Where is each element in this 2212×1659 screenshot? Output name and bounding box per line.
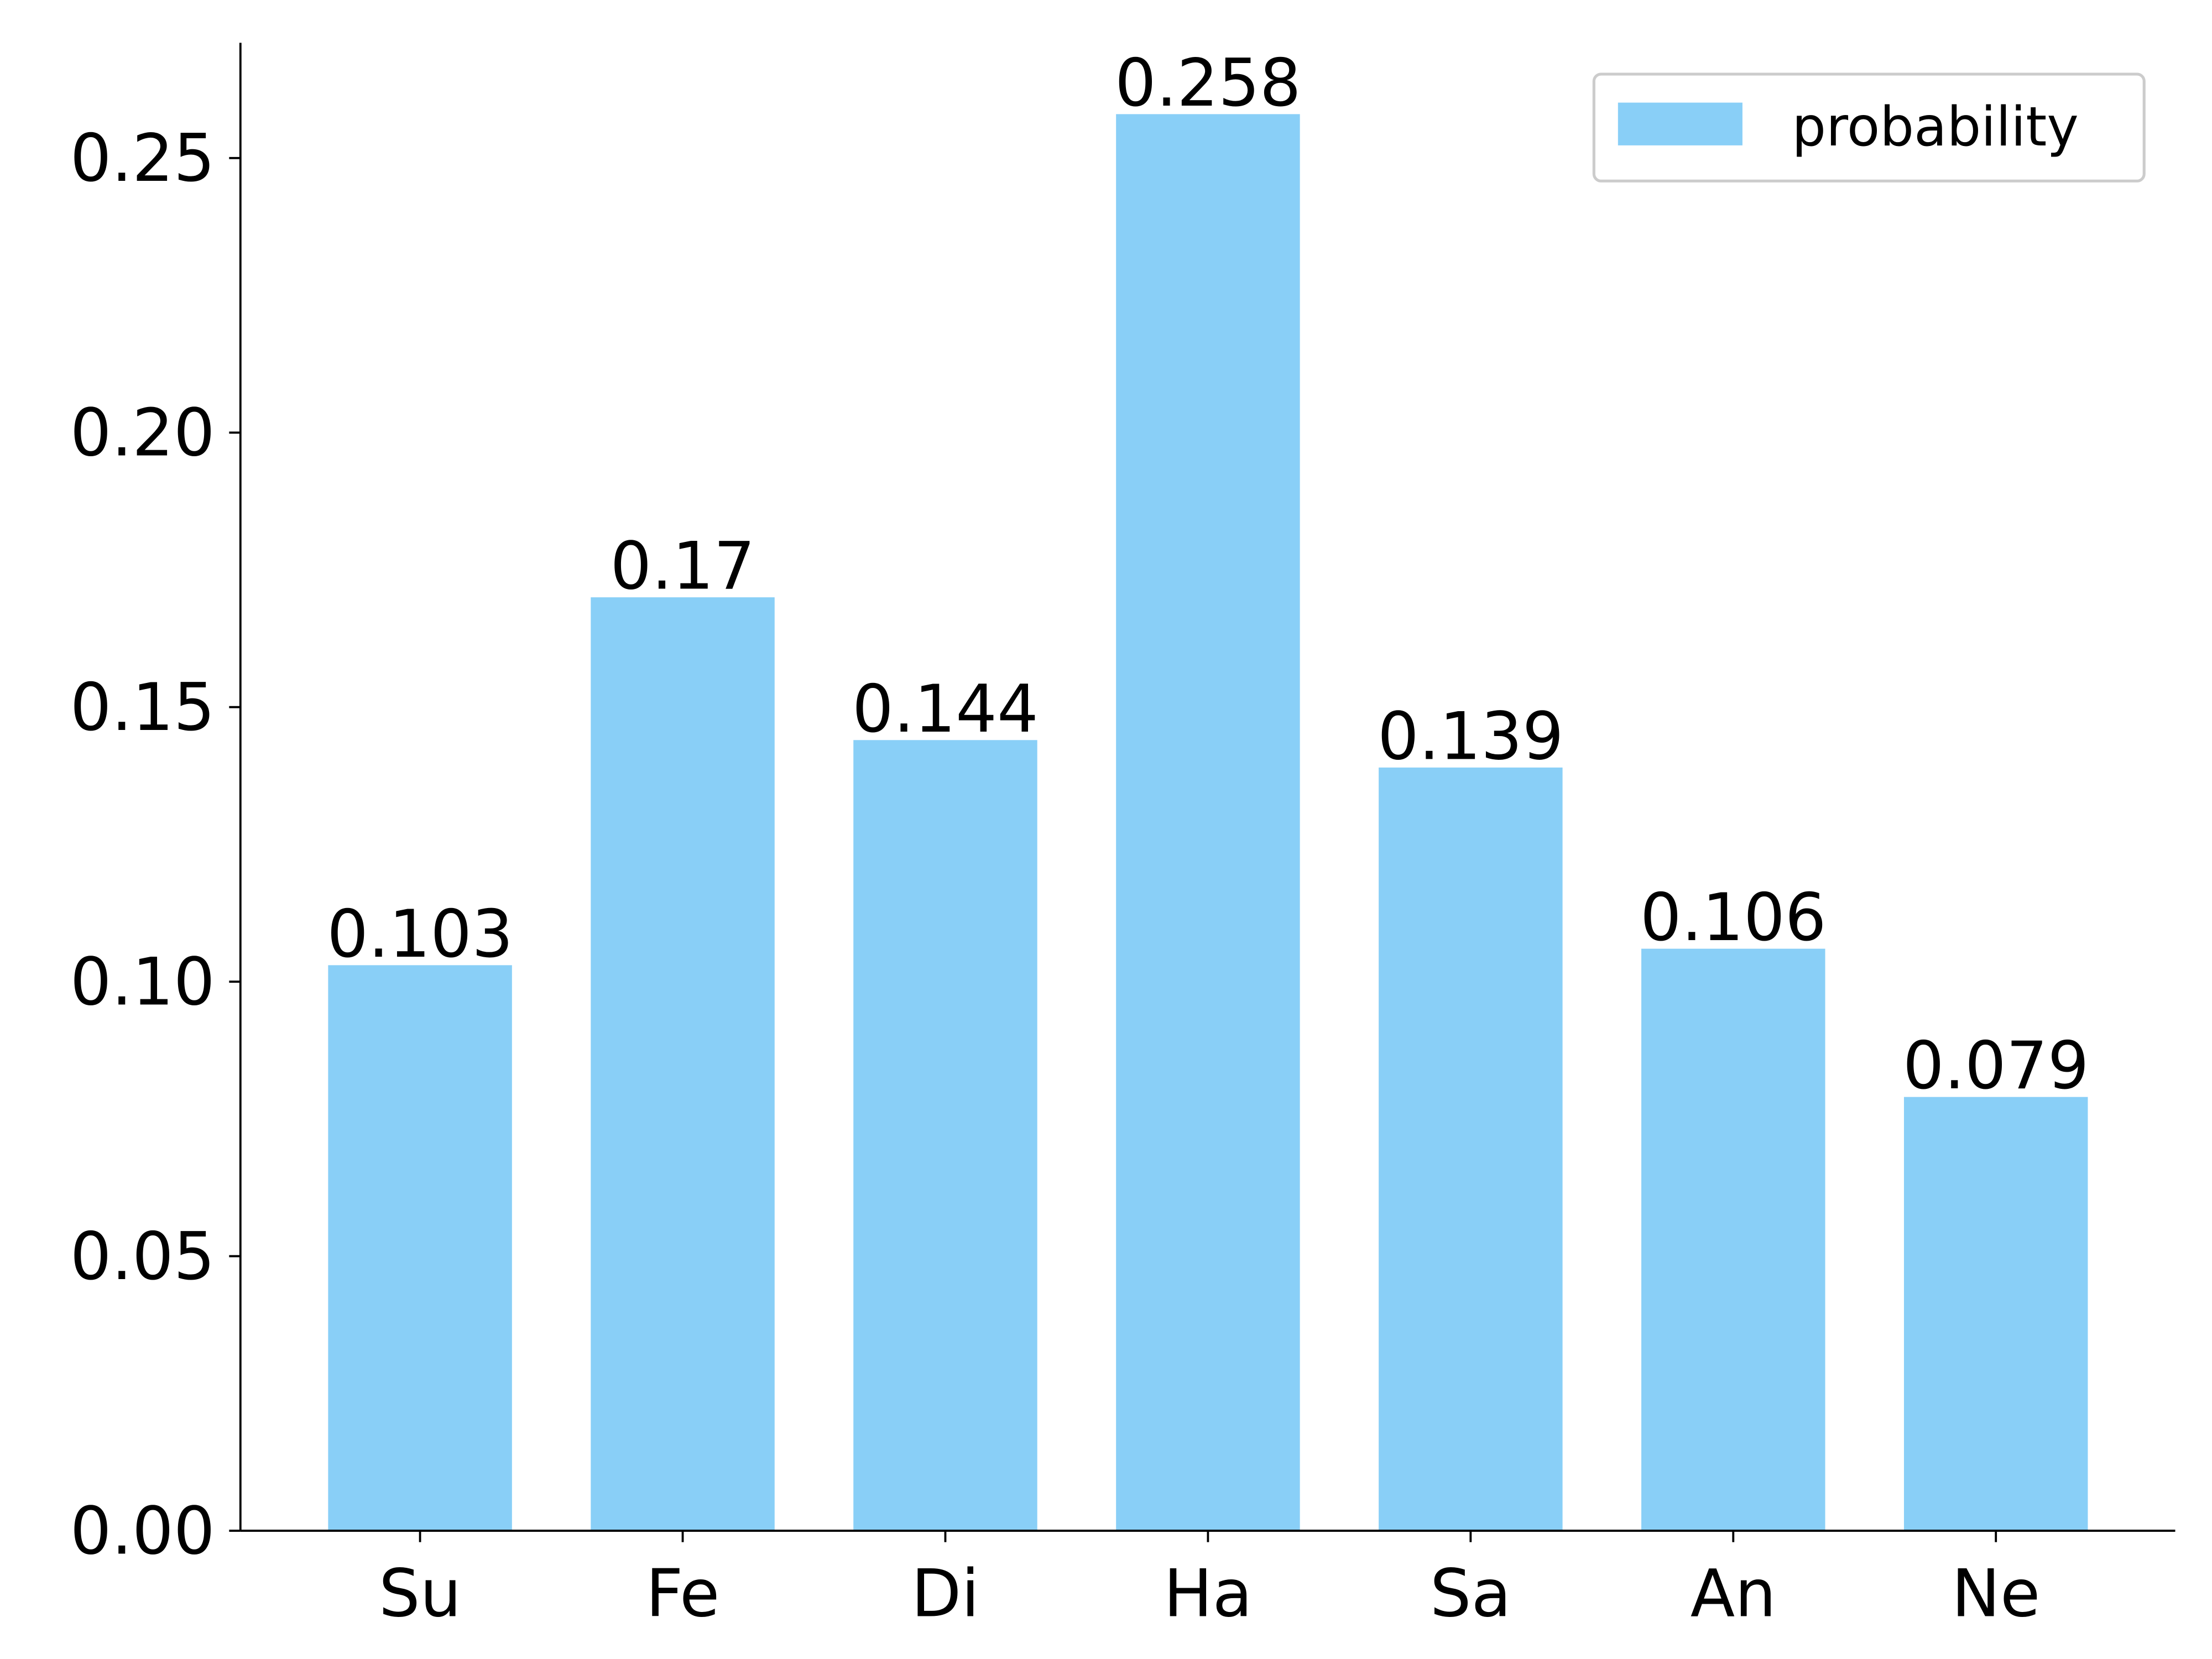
x-tick-label: Sa [1430,1555,1511,1632]
value-label: 0.17 [611,528,755,604]
bar [1903,1097,2088,1531]
x-tick-label: Ha [1164,1555,1253,1632]
value-label: 0.258 [1115,45,1301,122]
legend-label: probability [1792,96,2078,159]
bar [1641,948,1825,1531]
bar [328,965,512,1531]
legend-box [1592,72,2146,182]
bar [591,597,775,1531]
x-tick-label: Su [379,1555,461,1632]
legend-swatch [1618,102,1743,145]
y-tick-label: 0.25 [70,120,215,197]
x-tick-label: Fe [646,1555,720,1632]
x-tick-label: Di [911,1555,979,1632]
y-tick-label: 0.20 [70,394,215,471]
value-label: 0.139 [1378,698,1564,775]
value-label: 0.144 [852,670,1039,747]
y-tick-label: 0.10 [70,943,215,1020]
value-label: 0.103 [327,895,513,972]
bar [1379,767,1563,1531]
x-tick-label: An [1691,1555,1776,1632]
x-tick-label: Ne [1952,1555,2040,1632]
value-label: 0.079 [1903,1027,2089,1104]
bar [1116,114,1300,1531]
value-label: 0.106 [1640,879,1827,956]
y-tick-label: 0.15 [70,669,215,746]
y-tick-label: 0.05 [70,1218,215,1295]
y-tick-label: 0.00 [70,1493,215,1569]
bar [853,740,1037,1531]
